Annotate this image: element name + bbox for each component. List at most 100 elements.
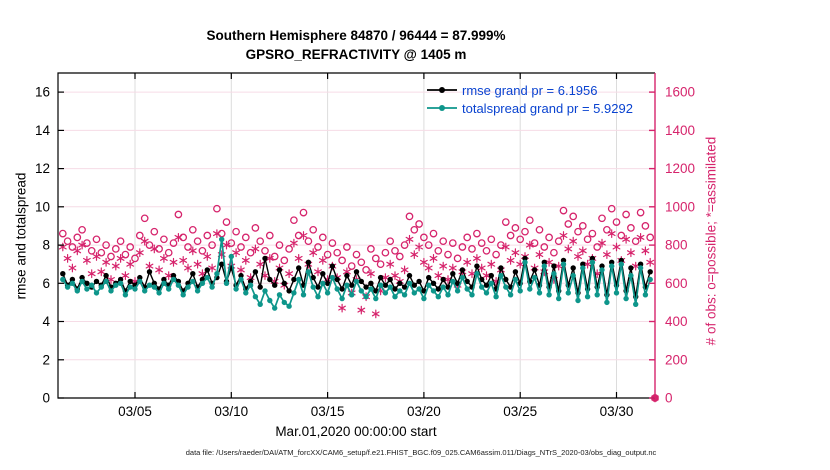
possible-obs-marker <box>246 248 255 257</box>
possible-obs-marker <box>280 256 289 265</box>
possible-obs-marker <box>622 210 630 219</box>
totalspread-marker <box>339 295 345 302</box>
totalspread-marker <box>353 278 360 285</box>
totalspread-marker <box>156 290 162 296</box>
rmse-marker <box>392 286 398 292</box>
possible-obs-marker <box>631 237 640 246</box>
rmse-marker <box>204 267 210 273</box>
totalspread-marker <box>406 280 413 286</box>
rmse-marker <box>296 265 302 271</box>
totalspread-marker <box>421 295 427 302</box>
possible-obs-marker <box>463 233 472 242</box>
rmse-marker <box>368 280 374 286</box>
rmse-marker <box>363 284 369 290</box>
possible-obs-marker <box>535 225 544 234</box>
totalspread-marker <box>628 272 634 279</box>
possible-obs-marker <box>487 235 496 244</box>
rmse-marker <box>170 272 177 279</box>
rmse-marker <box>426 274 432 281</box>
rmse-marker <box>305 259 312 265</box>
rmse-marker <box>267 276 273 283</box>
totalspread-marker <box>637 265 644 271</box>
rmse-marker <box>373 288 379 294</box>
totalspread-marker <box>103 278 109 285</box>
possible-obs-marker <box>83 239 91 247</box>
totalspread-marker <box>512 276 519 283</box>
totalspread-marker <box>98 284 105 290</box>
possible-obs-marker <box>598 214 606 223</box>
rmse-marker <box>397 280 403 286</box>
rmse-marker <box>238 272 244 279</box>
possible-obs-marker <box>237 243 245 251</box>
rmse-marker <box>474 263 480 269</box>
y-left-tick-label: 0 <box>42 391 50 406</box>
possible-obs-marker <box>275 241 284 249</box>
possible-obs-marker <box>371 254 380 263</box>
rmse-marker <box>522 255 528 262</box>
totalspread-marker <box>560 261 567 267</box>
possible-obs-marker <box>251 224 260 232</box>
totalspread-marker <box>589 259 596 265</box>
rmse-marker <box>252 269 259 275</box>
possible-obs-marker <box>135 231 144 240</box>
rmse-marker <box>531 267 538 273</box>
data-file-path: data file: /Users/raeder/DAI/ATM_forcXX/… <box>185 448 657 457</box>
y-right-tick-label: 1400 <box>665 123 695 138</box>
possible-obs-marker <box>304 237 313 246</box>
totalspread-marker <box>527 286 533 292</box>
rmse-marker <box>339 286 345 292</box>
totalspread-marker <box>204 274 210 281</box>
totalspread-marker <box>276 292 283 298</box>
totalspread-marker <box>142 288 148 294</box>
possible-obs-marker <box>468 245 476 253</box>
rmse-marker <box>93 278 100 285</box>
y-right-tick-label: 800 <box>665 238 688 253</box>
rmse-marker <box>411 282 417 288</box>
possible-obs-marker <box>400 241 409 249</box>
possible-obs-marker <box>285 245 293 253</box>
totalspread-marker <box>180 292 186 298</box>
totalspread-marker <box>450 278 456 285</box>
totalspread-marker <box>546 292 552 298</box>
possible-obs-marker <box>227 239 236 247</box>
totalspread-marker <box>60 276 66 283</box>
totalspread-marker <box>151 284 157 290</box>
rmse-marker <box>257 284 263 290</box>
rmse-marker <box>320 271 326 277</box>
totalspread-marker <box>397 288 403 294</box>
possible-obs-marker <box>241 233 250 242</box>
possible-obs-marker <box>420 233 428 242</box>
totalspread-marker <box>257 301 263 307</box>
possible-obs-marker <box>362 266 370 274</box>
rmse-marker <box>637 261 644 267</box>
possible-obs-marker <box>511 224 520 232</box>
x-axis-label: Mar.01,2020 00:00:00 start <box>275 424 437 439</box>
totalspread-marker <box>373 295 379 302</box>
totalspread-marker <box>368 286 374 292</box>
rmse-marker <box>247 278 254 285</box>
possible-obs-marker <box>208 241 216 249</box>
possible-obs-marker <box>405 212 414 221</box>
possible-obs-marker <box>588 229 597 238</box>
rmse-marker <box>503 276 509 283</box>
rmse-marker <box>560 257 567 264</box>
rmse-marker <box>344 272 350 279</box>
totalspread-marker <box>377 282 384 288</box>
legend-line-rmse-icon <box>427 87 457 93</box>
possible-obs-marker <box>347 262 356 270</box>
rmse-marker <box>401 284 408 290</box>
possible-obs-marker <box>299 208 308 217</box>
possible-obs-marker <box>410 225 419 234</box>
possible-obs-marker <box>97 248 106 257</box>
possible-obs-marker <box>193 237 202 246</box>
totalspread-marker <box>324 290 331 296</box>
rmse-marker <box>459 267 466 273</box>
possible-obs-marker <box>140 214 149 223</box>
totalspread-marker <box>137 278 143 285</box>
rmse-marker <box>151 280 157 286</box>
possible-obs-marker <box>198 246 207 255</box>
possible-obs-marker <box>261 246 269 255</box>
rmse-marker <box>281 280 287 286</box>
y-left-tick-label: 2 <box>42 352 50 367</box>
totalspread-marker <box>454 288 461 294</box>
